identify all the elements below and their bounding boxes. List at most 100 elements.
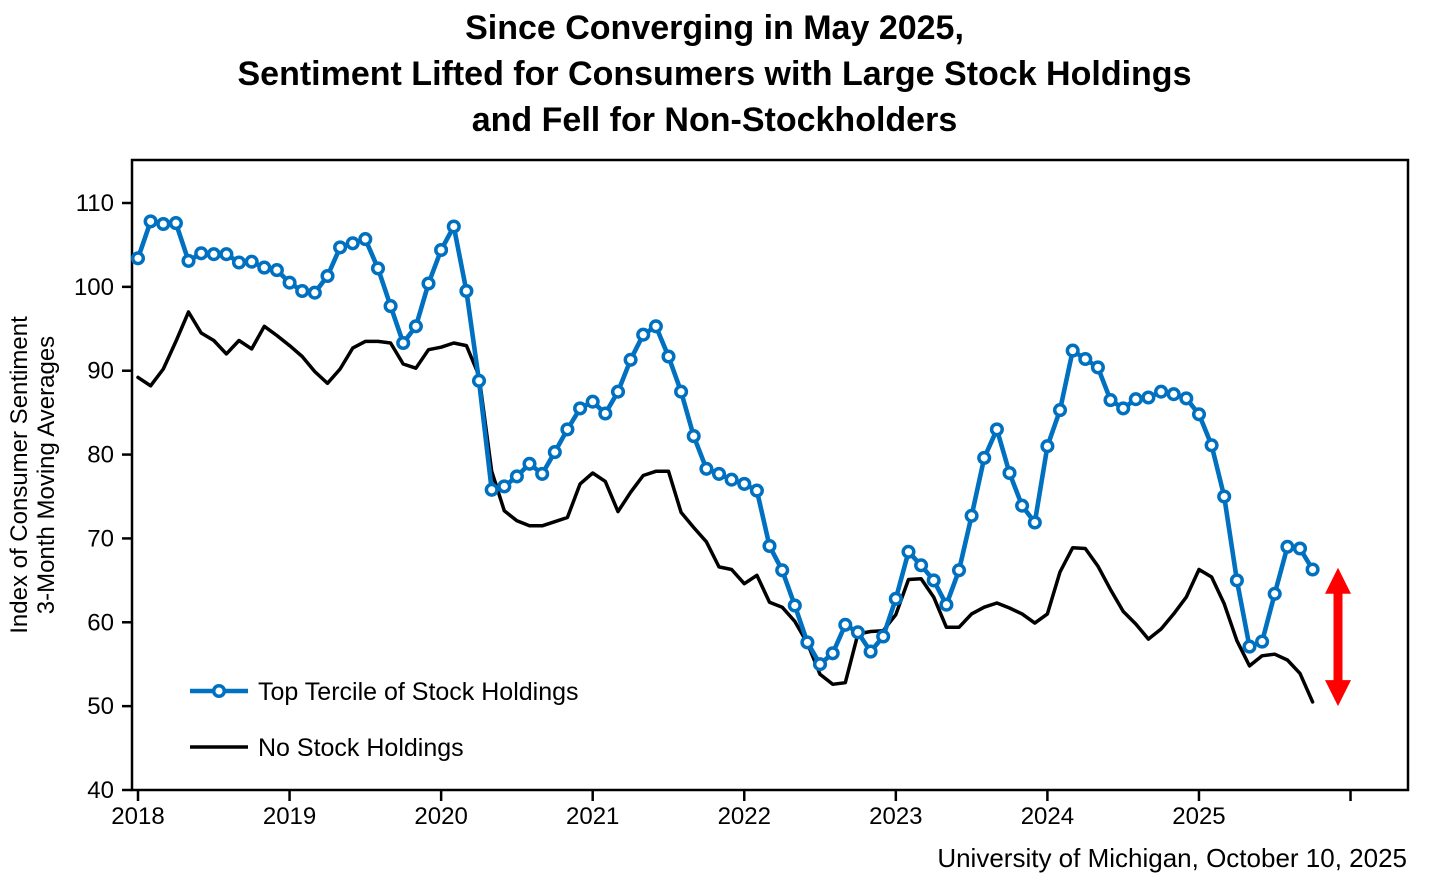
data-point-marker [257, 260, 272, 275]
data-point-marker [1040, 439, 1055, 454]
data-point-marker [1116, 401, 1131, 416]
data-point-marker [573, 401, 588, 416]
data-point-marker [307, 285, 322, 300]
data-point-marker [156, 216, 171, 232]
data-point-marker [989, 422, 1004, 437]
x-tick-label: 2021 [566, 803, 619, 830]
data-point-marker [181, 253, 196, 268]
data-point-marker [901, 544, 916, 559]
data-point-marker [686, 429, 701, 444]
y-tick-label: 60 [87, 609, 114, 636]
data-point-marker [320, 268, 335, 284]
data-point-marker [775, 563, 790, 578]
data-point-marker [1103, 393, 1118, 408]
chart-title: Since Converging in May 2025, Sentiment … [0, 5, 1429, 143]
data-point-marker [1229, 573, 1244, 588]
data-point-marker [1027, 515, 1042, 530]
data-point-marker [1141, 390, 1156, 405]
data-point-marker [560, 422, 575, 437]
y-tick-label: 70 [87, 525, 114, 552]
data-point-marker [1255, 634, 1270, 649]
data-point-marker [535, 466, 550, 481]
data-point-marker [345, 236, 360, 251]
data-point-marker [509, 469, 524, 484]
data-point-marker [585, 394, 600, 409]
x-tick-label: 2020 [414, 803, 467, 830]
data-point-marker [1204, 438, 1219, 453]
data-point-marker [1166, 387, 1181, 402]
x-tick-label: 2023 [869, 803, 922, 830]
chart-title-line2: Sentiment Lifted for Consumers with Larg… [237, 55, 1192, 93]
data-point-marker [295, 283, 310, 299]
y-tick-label: 90 [87, 358, 114, 385]
data-point-marker [888, 591, 903, 606]
data-point-marker [1217, 489, 1232, 504]
data-point-marker [219, 247, 234, 262]
data-point-marker [1065, 343, 1080, 358]
data-point-marker [699, 461, 714, 476]
data-point-marker [1154, 384, 1169, 399]
data-point-marker [1292, 541, 1308, 556]
data-point-marker [1280, 539, 1295, 554]
data-point-marker [598, 406, 613, 421]
data-point-marker [446, 219, 461, 234]
data-point-marker [812, 657, 828, 672]
x-tick-label: 2022 [718, 803, 771, 830]
data-point-marker [876, 629, 891, 644]
data-point-marker [850, 625, 865, 640]
data-point-marker [244, 254, 259, 269]
x-tick-label: 2024 [1021, 803, 1074, 830]
data-point-marker [434, 242, 449, 258]
data-point-marker [711, 466, 727, 481]
y-tick-label: 110 [76, 190, 114, 217]
source-note: University of Michigan, October 10, 2025 [937, 843, 1407, 873]
y-tick-label: 40 [87, 777, 114, 804]
data-point-marker [825, 646, 840, 661]
data-point-marker [1191, 407, 1207, 422]
data-point-marker [636, 327, 651, 342]
data-point-marker [396, 335, 411, 351]
chart-title-line1: Since Converging in May 2025, [465, 9, 964, 47]
data-point-marker [863, 644, 878, 659]
data-point-marker [1305, 562, 1320, 577]
data-point-marker [282, 275, 297, 290]
data-point-marker [1002, 465, 1017, 481]
data-point-marker [623, 352, 638, 367]
data-point-marker [800, 635, 815, 650]
data-point-marker [358, 232, 373, 247]
data-point-marker [497, 479, 512, 494]
data-point-marker [1052, 403, 1068, 418]
data-point-marker [1179, 391, 1194, 406]
data-point-marker [787, 598, 802, 613]
y-tick-label: 50 [87, 693, 114, 720]
data-point-marker [1015, 498, 1030, 513]
x-tick-label: 2025 [1172, 803, 1225, 830]
data-point-marker [383, 299, 398, 314]
data-point-marker [939, 597, 954, 612]
data-point-marker [1267, 586, 1282, 601]
data-point-marker [484, 482, 499, 497]
data-point-marker [737, 476, 752, 491]
legend-label: Top Tercile of Stock Holdings [258, 678, 579, 706]
data-point-marker [951, 563, 967, 578]
data-point-marker [648, 319, 663, 334]
data-point-marker [926, 573, 941, 588]
data-point-marker [333, 240, 348, 255]
data-point-marker [1078, 351, 1093, 367]
data-point-marker [914, 558, 929, 573]
data-point-marker [370, 261, 386, 276]
data-point-marker [143, 214, 158, 229]
data-point-marker [206, 247, 221, 262]
data-point-marker [1242, 639, 1257, 654]
red-range-arrow-head-down [1325, 680, 1351, 707]
data-point-marker [661, 349, 676, 364]
data-point-marker [421, 276, 436, 291]
chart-title-line3: and Fell for Non-Stockholders [471, 101, 958, 139]
legend-swatch-marker [211, 683, 227, 699]
data-point-marker [130, 251, 146, 266]
y-tick-label: 80 [87, 442, 114, 469]
red-range-arrow-head-up [1325, 567, 1351, 594]
data-point-marker [749, 483, 764, 498]
data-point-marker [724, 472, 739, 487]
